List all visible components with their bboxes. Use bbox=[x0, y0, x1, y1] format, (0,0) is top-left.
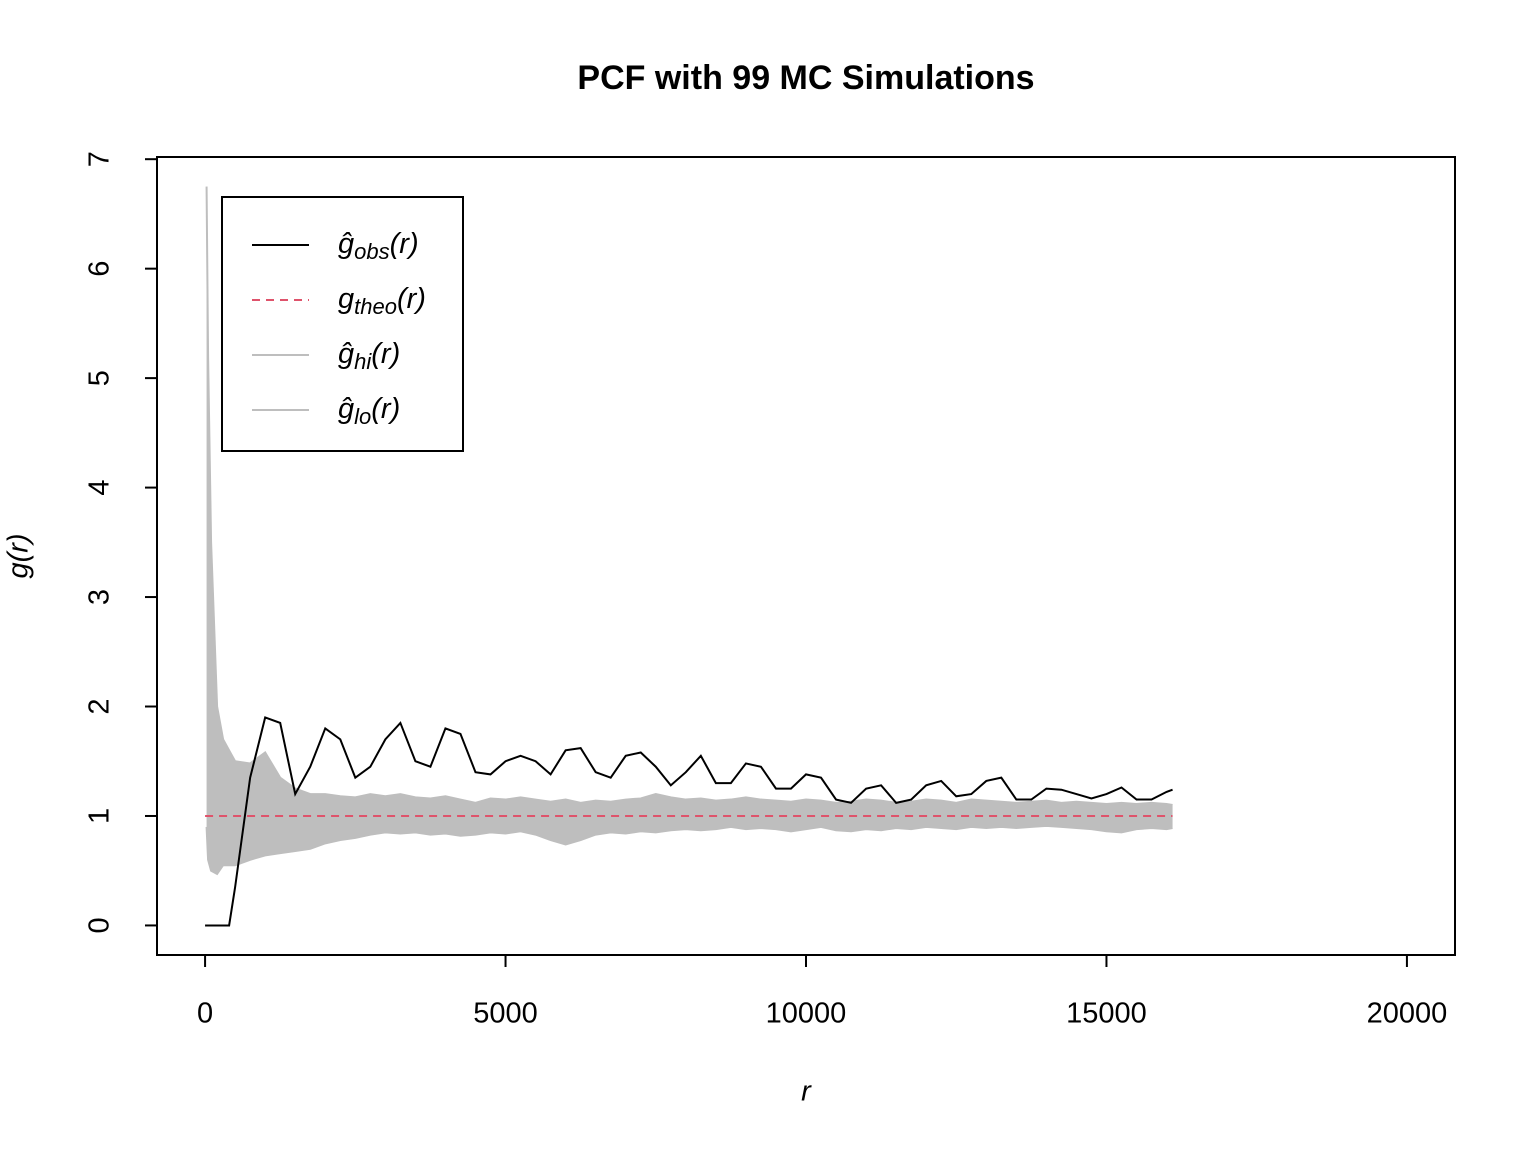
y-tick-label: 2 bbox=[84, 698, 116, 714]
chart-title: PCF with 99 MC Simulations bbox=[577, 59, 1034, 97]
x-tick-label: 10000 bbox=[766, 998, 847, 1030]
y-axis-label: g(r) bbox=[3, 533, 35, 578]
legend-label: ĝhi(r) bbox=[338, 338, 400, 374]
envelope-band bbox=[206, 186, 1173, 874]
x-tick-label: 0 bbox=[197, 998, 213, 1030]
y-tick-label: 1 bbox=[84, 808, 116, 824]
series-line bbox=[205, 824, 1173, 876]
x-tick-label: 5000 bbox=[473, 998, 538, 1030]
series-line bbox=[205, 186, 1173, 807]
y-tick-label: 4 bbox=[84, 480, 116, 496]
y-tick-label: 3 bbox=[84, 589, 116, 605]
y-tick-label: 7 bbox=[84, 151, 116, 167]
legend-label: gtheo(r) bbox=[338, 283, 426, 319]
legend: ĝobs(r) gtheo(r) ĝhi(r) ĝlo(r) bbox=[221, 196, 464, 452]
x-tick-label: 20000 bbox=[1367, 998, 1448, 1030]
legend-label: ĝobs(r) bbox=[338, 228, 419, 264]
y-tick-label: 0 bbox=[84, 917, 116, 933]
y-tick-label: 6 bbox=[84, 261, 116, 277]
legend-box bbox=[221, 196, 464, 452]
legend-label: ĝlo(r) bbox=[338, 393, 400, 429]
series-line bbox=[205, 716, 1173, 927]
x-tick-label: 15000 bbox=[1066, 998, 1147, 1030]
x-axis-label: r bbox=[801, 1076, 812, 1108]
y-tick-label: 5 bbox=[84, 370, 116, 386]
